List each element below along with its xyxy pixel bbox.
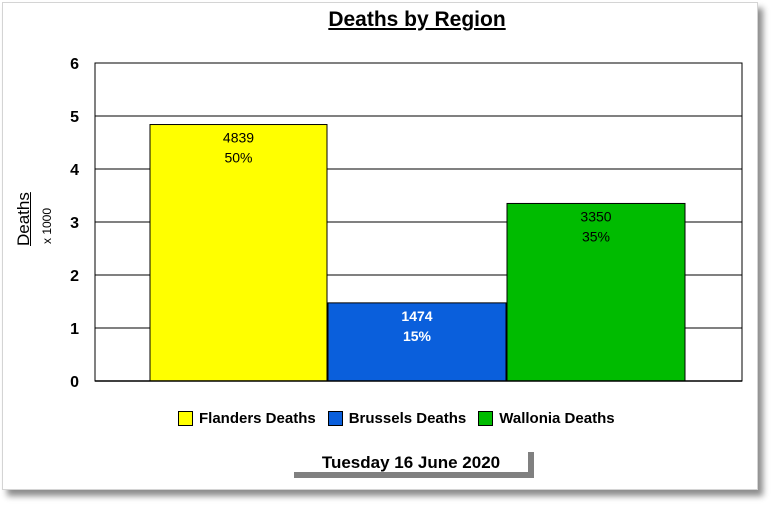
legend-label-flanders: Flanders Deaths (199, 410, 316, 427)
legend-item-flanders: Flanders Deaths (178, 410, 316, 427)
y-axis-label: Deaths (14, 192, 33, 246)
y-tick-label: 2 (70, 268, 79, 285)
y-tick-label: 0 (70, 374, 79, 391)
y-tick-label: 5 (70, 109, 79, 126)
bar-value-label: 4839 (223, 130, 254, 146)
y-axis-unit: x 1000 (40, 207, 54, 244)
y-tick-label: 4 (70, 162, 79, 179)
bar (327, 302, 507, 382)
bar-percent-label: 35% (582, 228, 610, 244)
chart-title: Deaths by Region (328, 8, 506, 31)
legend: Flanders Deaths Brussels Deaths Wallonia… (178, 410, 615, 427)
date-label: Tuesday 16 June 2020 (294, 452, 534, 478)
legend-swatch-wallonia (478, 411, 494, 426)
legend-label-wallonia: Wallonia Deaths (499, 410, 615, 427)
legend-swatch-flanders (178, 411, 193, 426)
bar-percent-label: 15% (403, 328, 432, 344)
bar (506, 202, 686, 382)
y-tick-label: 1 (70, 321, 79, 338)
bar-value-label: 1474 (401, 308, 432, 324)
legend-label-brussels: Brussels Deaths (348, 410, 467, 427)
bar (149, 124, 328, 382)
bar-value-label: 3350 (580, 208, 611, 224)
y-tick-label: 3 (70, 215, 79, 232)
y-tick-label: 6 (70, 56, 79, 73)
legend-swatch-brussels (327, 411, 343, 426)
legend-item-brussels: Brussels Deaths (327, 410, 467, 427)
legend-item-wallonia: Wallonia Deaths (478, 410, 615, 427)
bar-percent-label: 50% (224, 150, 252, 166)
